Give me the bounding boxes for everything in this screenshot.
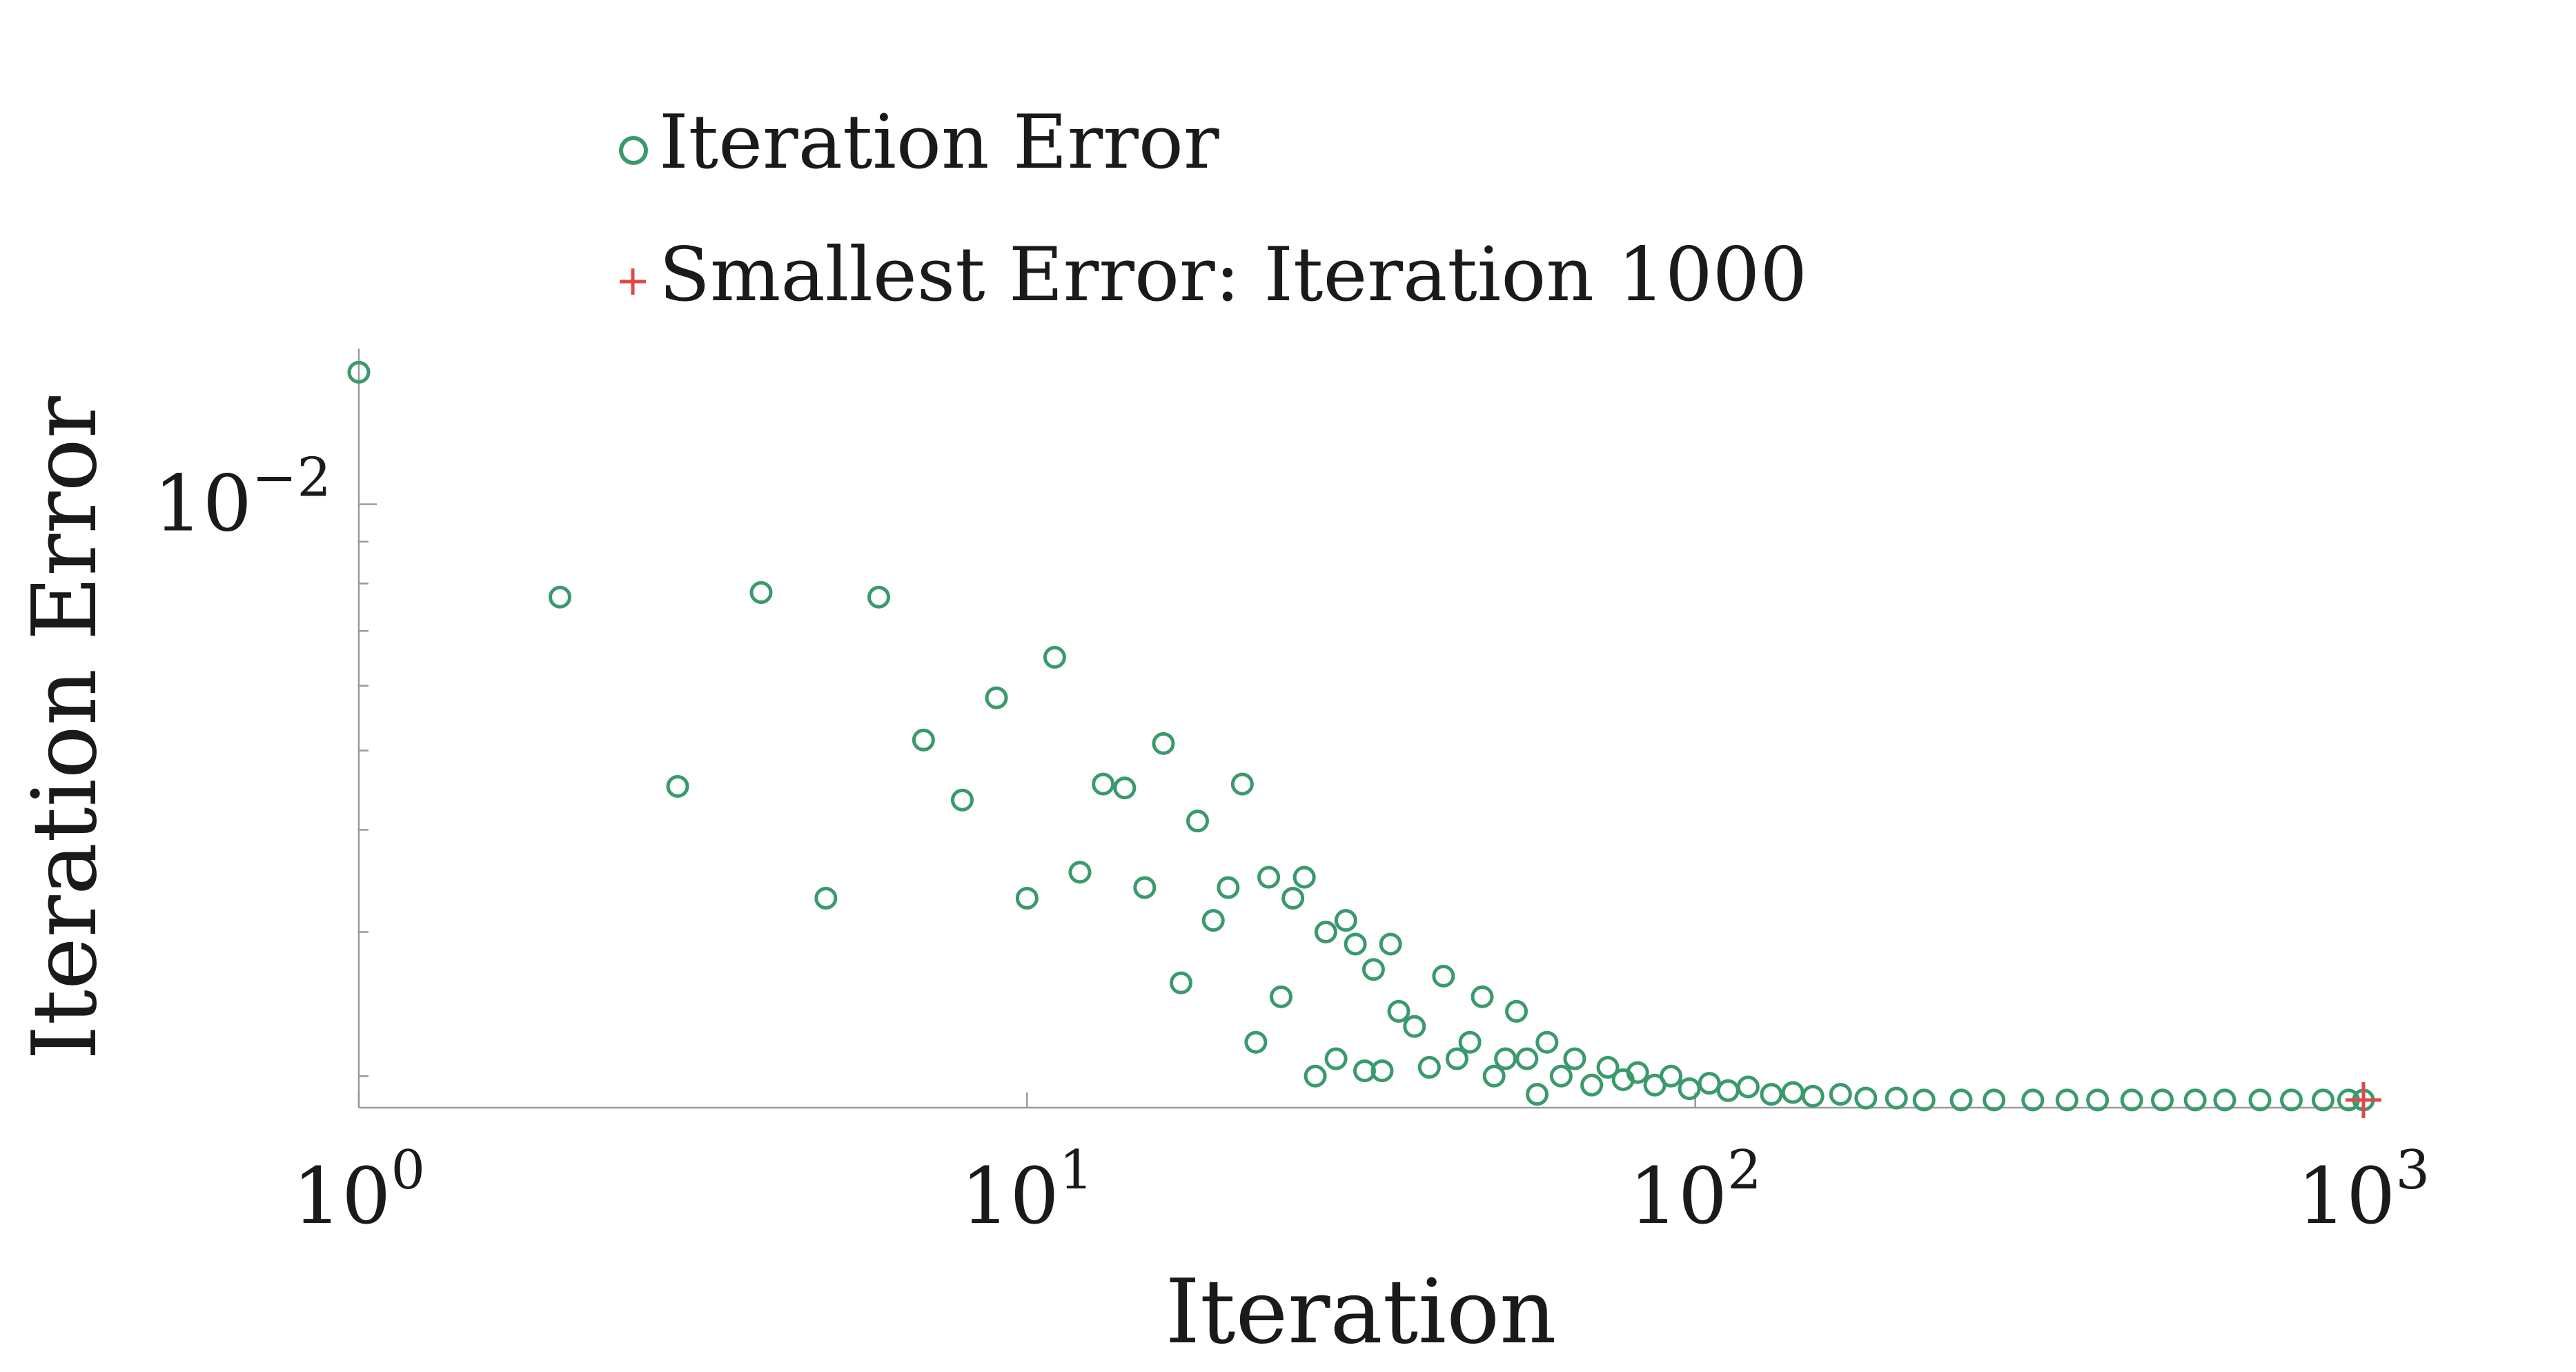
x-tick-label: 100: [293, 1139, 425, 1242]
data-point-circle: [1344, 932, 1367, 956]
data-point-circle: [1244, 1030, 1268, 1054]
data-point-circle: [1270, 985, 1293, 1008]
data-point-circle: [1257, 865, 1281, 889]
data-point-circle: [1417, 1056, 1441, 1079]
legend: Iteration Error Smallest Error: Iteratio…: [619, 99, 1807, 318]
data-point-circle: [1217, 876, 1240, 899]
data-point-circle: [666, 774, 689, 798]
data-point-circle: [1526, 1083, 1549, 1106]
data-point-circle: [2248, 1088, 2272, 1112]
data-point-circle: [2055, 1088, 2078, 1112]
data-point-circle: [1549, 1064, 1573, 1088]
data-point-circle: [1152, 732, 1175, 755]
data-point-circle: [912, 728, 935, 752]
x-ticks: 100 101 102 103: [293, 1092, 2430, 1242]
data-point-circle: [1885, 1086, 1908, 1110]
data-point-circle: [1494, 1047, 1517, 1070]
data-point-circle: [1304, 1064, 1327, 1088]
data-point-circle: [1068, 861, 1092, 884]
data-point-circle: [1949, 1088, 1973, 1112]
data-point-circle: [1829, 1083, 1852, 1106]
data-point-circle: [1379, 932, 1402, 956]
data-point-circle: [1043, 645, 1066, 669]
data-point-circle: [1471, 985, 1494, 1008]
data-point-circle: [1563, 1047, 1586, 1070]
data-point-circle: [1736, 1075, 1760, 1099]
data-point-circle: [2213, 1088, 2236, 1112]
data-point-circle: [2086, 1088, 2110, 1112]
legend-entry-iteration-error: Iteration Error: [619, 99, 1219, 186]
y-ticks: 10−2: [154, 447, 377, 1077]
data-point-circle: [2021, 1088, 2045, 1112]
data-point-circle: [1801, 1084, 1825, 1108]
data-point-circle: [1403, 1015, 1426, 1038]
data-point-circle: [1361, 958, 1385, 981]
data-point-circle: [347, 360, 371, 384]
data-point-circle: [1314, 921, 1337, 944]
data-point-circle: [2120, 1088, 2143, 1112]
x-tick-label: 103: [2297, 1139, 2430, 1242]
legend-marker-circle: [619, 136, 648, 165]
data-point-circle: [950, 788, 974, 812]
y-tick-label: 10−2: [154, 447, 332, 549]
data-point-circle: [1678, 1077, 1701, 1101]
data-point-circle: [867, 585, 891, 609]
data-point-circle: [1445, 1047, 1468, 1070]
data-point-circle: [1092, 772, 1115, 796]
data-point-circle: [1186, 810, 1210, 833]
data-point-circle: [1983, 1088, 2006, 1112]
data-point-circle: [1912, 1088, 1936, 1112]
legend-marker-plus: [620, 268, 646, 295]
data-point-circle: [1660, 1064, 1683, 1088]
data-point-circle: [1201, 909, 1225, 932]
data-point-circle: [548, 585, 571, 609]
data-point-circle: [1505, 999, 1528, 1023]
data-point-circle: [1458, 1030, 1482, 1054]
data-point-circle: [1230, 772, 1254, 796]
y-axis-label: Iteration Error: [14, 395, 117, 1060]
data-point-circle: [985, 686, 1008, 709]
data-point-circle: [814, 886, 838, 910]
data-point-circle: [1515, 1047, 1539, 1070]
data-point-circle: [1387, 999, 1410, 1023]
legend-entry-smallest-error: Smallest Error: Iteration 1000: [620, 232, 1807, 318]
data-point-circle: [2280, 1088, 2303, 1112]
data-point-circle: [1133, 876, 1157, 899]
x-axis-label: Iteration: [1165, 1261, 1556, 1364]
legend-label-iteration-error: Iteration Error: [659, 99, 1219, 186]
axes: [357, 349, 2363, 1109]
data-point-circle: [2151, 1088, 2174, 1112]
data-point-circle: [1432, 964, 1455, 988]
data-point-circle: [1292, 865, 1316, 889]
data-point-circle: [1015, 886, 1039, 910]
data-point-circle: [1324, 1047, 1348, 1070]
data-point-circle: [1482, 1064, 1506, 1088]
data-point-circle: [1370, 1059, 1394, 1083]
legend-label-smallest-error: Smallest Error: Iteration 1000: [659, 232, 1807, 318]
data-point-circle: [1580, 1073, 1604, 1097]
data-point-circle: [1353, 1059, 1376, 1083]
data-point-circle: [1716, 1079, 1740, 1102]
data-point-circle: [1781, 1081, 1805, 1104]
data-point-circle: [749, 581, 773, 605]
data-point-circle: [1626, 1061, 1649, 1084]
data-points: [347, 360, 2381, 1118]
data-point-circle: [1281, 886, 1305, 910]
data-point-circle: [2183, 1088, 2207, 1112]
data-point-circle: [1169, 971, 1192, 994]
x-tick-label: 101: [961, 1139, 1093, 1242]
data-point-circle: [1535, 1030, 1559, 1054]
data-point-circle: [1334, 909, 1357, 932]
x-tick-label: 102: [1629, 1139, 1762, 1242]
data-point-circle: [2311, 1088, 2334, 1112]
data-point-circle: [1698, 1072, 1721, 1095]
data-point-circle: [1760, 1083, 1783, 1106]
data-point-plus: [2346, 1081, 2381, 1118]
data-point-circle: [1854, 1086, 1878, 1110]
data-point-circle: [1113, 776, 1137, 800]
data-point-circle: [1596, 1056, 1620, 1079]
